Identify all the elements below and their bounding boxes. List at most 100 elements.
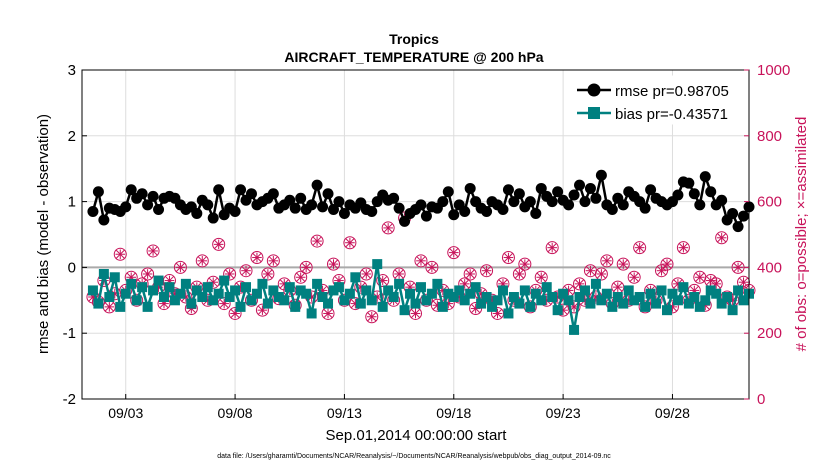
plot-frame <box>81 69 750 400</box>
bias-series-point <box>131 295 142 306</box>
bias-series-point <box>448 292 459 303</box>
obs-assimilated-point <box>634 242 645 253</box>
rmse-series-point <box>464 182 476 194</box>
bias-series-point <box>268 285 279 296</box>
rmse-series-point <box>327 203 339 215</box>
obs-assimilated-point <box>596 269 607 279</box>
bias-series-point <box>481 292 492 303</box>
rmse-series-point <box>442 186 454 198</box>
bias-series-point <box>497 285 508 296</box>
bias-series-point <box>312 278 323 289</box>
obs-possible-point <box>627 270 641 284</box>
bias-series-point <box>115 301 126 312</box>
bias-series-point <box>738 295 749 306</box>
bias-series-point <box>169 295 180 306</box>
bias-series-point <box>306 308 317 319</box>
rmse-series-point <box>295 192 307 204</box>
rmse-series-point <box>502 184 514 196</box>
chart-title: Tropics <box>389 31 439 47</box>
obs-assimilated-point <box>481 265 492 276</box>
obs-possible-point <box>146 244 160 258</box>
bias-series-point <box>705 285 716 296</box>
obs-assimilated-point <box>618 259 629 269</box>
rmse-series-point <box>213 184 225 196</box>
obs-possible-point <box>376 274 390 288</box>
bias-series-point <box>361 285 372 296</box>
obs-possible-point <box>228 306 242 320</box>
obs-assimilated-point <box>514 269 525 279</box>
rmse-series-point <box>568 189 580 201</box>
bias-series-point <box>694 301 705 312</box>
bias-series-point <box>273 292 284 303</box>
bias-series-point <box>230 285 241 296</box>
rmse-series-layer <box>87 169 755 233</box>
x-tick-label: 09/08 <box>218 405 253 421</box>
bias-series-point <box>415 282 426 293</box>
rmse-series-point <box>727 207 739 219</box>
rmse-series-point <box>716 194 728 206</box>
obs-assimilated-point <box>738 277 749 288</box>
obs-assimilated-point <box>410 308 421 319</box>
bias-series-point <box>317 292 328 303</box>
legend-rmse-label: rmse pr=0.98705 <box>615 83 729 100</box>
bias-series-point <box>487 301 498 312</box>
y-tick-label-right: 0 <box>757 391 765 408</box>
rmse-series-point <box>524 196 536 208</box>
obs-assimilated-point <box>268 256 279 266</box>
obs-assimilated-point <box>312 236 322 246</box>
legend-box <box>572 75 747 125</box>
bias-series-point <box>98 268 109 279</box>
y-axis-label-left: rmse and bias (model - observation) <box>35 114 52 354</box>
obs-possible-point <box>223 267 237 281</box>
rmse-series-point <box>388 192 400 204</box>
rmse-series-point <box>338 207 350 219</box>
bias-series-point <box>383 285 394 296</box>
obs-assimilated-point <box>361 269 372 279</box>
bias-series-point <box>727 305 738 316</box>
obs-assimilated-point <box>148 246 158 256</box>
bias-series-point <box>711 288 722 299</box>
rmse-series-point <box>147 190 159 202</box>
obs-assimilated-point <box>295 272 306 283</box>
rmse-series-point <box>87 205 99 217</box>
rmse-series-point <box>645 184 657 196</box>
bias-series-point <box>432 278 443 289</box>
obs-possible-point <box>633 241 647 255</box>
bias-series-point <box>142 301 153 312</box>
bias-series-point <box>109 272 120 283</box>
chart-subtitle: AIRCRAFT_TEMPERATURE @ 200 hPa <box>284 49 543 65</box>
obs-possible-point <box>299 260 313 274</box>
bias-series-point <box>634 292 645 303</box>
rmse-series-point <box>202 199 214 211</box>
bias-series-point <box>290 301 301 312</box>
bias-series-point <box>601 288 612 299</box>
bias-series-point <box>366 295 377 306</box>
bias-series-point <box>295 285 306 296</box>
bias-series-point <box>465 288 476 299</box>
bias-series-point <box>104 292 115 303</box>
bias-series-point <box>180 278 191 289</box>
obs-assimilated-point <box>716 232 727 243</box>
obs-possible-point <box>447 246 461 260</box>
obs-possible-point <box>425 260 439 274</box>
rmse-series-point <box>420 210 432 222</box>
obs-possible-point <box>655 264 669 278</box>
obs-assimilated-point <box>252 252 262 263</box>
bias-series-point <box>667 288 678 299</box>
bias-series-point <box>235 301 246 312</box>
rmse-series-point <box>563 199 575 211</box>
bias-series-point <box>514 298 525 309</box>
obs-possible-point <box>715 231 729 245</box>
obs-possible-point <box>480 264 494 278</box>
obs-possible-point <box>573 277 587 291</box>
rmse-series-point <box>579 196 591 208</box>
tick-layer: -2 -1 0 1 2 3 0 200 400 600 800 1000 09/03 09/08 09/13… <box>63 62 791 421</box>
y-axis-label-right: # of obs: o=possible; ×=assimilated <box>793 117 810 352</box>
y-tick-label-left: 3 <box>68 62 76 79</box>
rmse-series-point <box>306 199 318 211</box>
obs-assimilated-point <box>328 259 339 269</box>
x-tick-label: 09/23 <box>546 405 581 421</box>
legend-bias-label: bias pr=-0.43571 <box>615 106 728 123</box>
obs-assimilated-point <box>345 237 355 248</box>
obs-possible-point <box>212 237 226 251</box>
